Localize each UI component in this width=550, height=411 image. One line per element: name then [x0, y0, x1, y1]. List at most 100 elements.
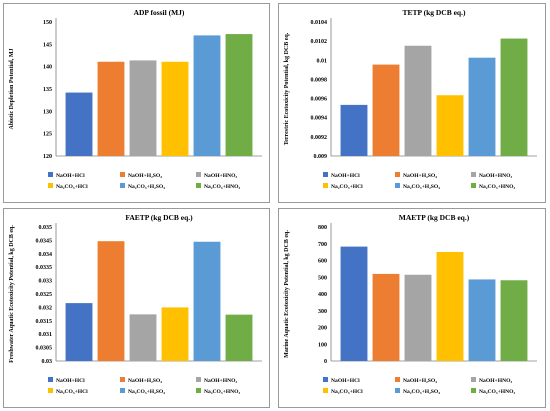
- legend-swatch: [48, 183, 53, 188]
- faetp-chart-panel: FAETP (kg DCB eq.) Freshwater Aquatic Eco…: [3, 208, 270, 408]
- legend-swatch: [48, 388, 53, 393]
- legend-item: NaOH+H₂SO₄: [120, 377, 162, 384]
- legend-item: NaOH+HNO₃: [471, 377, 512, 384]
- bar: [500, 38, 528, 156]
- bar: [372, 273, 400, 361]
- y-tick-label: 0.035: [39, 225, 53, 231]
- legend-label: Na₂CO₃+HNO₃: [479, 389, 516, 395]
- y-axis-label: Marine Aquatic Ecotoxicity Potential, kg…: [284, 230, 290, 358]
- legend-swatch: [323, 172, 328, 177]
- bar: [97, 61, 125, 156]
- legend-swatch: [471, 172, 476, 177]
- legend-label: Na₂CO₃+H₂SO₄: [128, 184, 165, 190]
- bar: [161, 307, 189, 361]
- legend-swatch: [323, 377, 328, 382]
- legend-label: NaOH+HNO₃: [479, 378, 512, 384]
- legend-label: NaOH+H₂SO₄: [403, 173, 437, 179]
- chart-svg: FAETP (kg DCB eq.) Freshwater Aquatic Eco…: [9, 213, 262, 395]
- bar: [161, 61, 189, 156]
- y-tick-label: 100: [318, 342, 327, 348]
- bar: [372, 64, 400, 156]
- legend-item: Na₂CO₃+HCl: [323, 388, 363, 395]
- bar: [193, 241, 221, 361]
- legend-swatch: [120, 183, 125, 188]
- y-tick-label: 145: [43, 42, 52, 48]
- y-axis-label: Abiotic Depletion Potential, MJ: [9, 49, 15, 130]
- legend-item: NaOH+HNO₃: [196, 377, 237, 384]
- y-tick-label: 125: [43, 132, 52, 138]
- legend-label: NaOH+HCl: [331, 378, 360, 384]
- bar: [225, 314, 253, 361]
- legend-swatch: [323, 183, 328, 188]
- legend-swatch: [395, 388, 400, 393]
- legend-label: NaOH+HNO₃: [204, 378, 237, 384]
- chart-title: ADP fossil (MJ): [134, 8, 185, 17]
- legend-swatch: [395, 172, 400, 177]
- legend-label: Na₂CO₃+HCl: [331, 389, 363, 395]
- y-tick-label: 300: [318, 309, 327, 315]
- legend-item: NaOH+HCl: [323, 377, 360, 384]
- legend-item: Na₂CO₃+H₂SO₄: [395, 183, 440, 190]
- y-tick-label: 200: [318, 326, 327, 332]
- maetp-chart-panel: MAETP (kg DCB eq.) Marine Aquatic Ecotoxi…: [278, 208, 546, 408]
- bar: [404, 45, 432, 156]
- chart-svg: MAETP (kg DCB eq.) Marine Aquatic Ecotoxi…: [284, 213, 537, 395]
- legend-item: NaOH+H₂SO₄: [395, 172, 437, 179]
- bar: [340, 246, 368, 361]
- legend-item: Na₂CO₃+HCl: [48, 183, 88, 190]
- bar: [436, 95, 464, 156]
- tetp-chart-panel: TETP (kg DCB eq.) Terrestric Ecotoxicity …: [278, 3, 546, 203]
- bar: [65, 303, 93, 361]
- bar: [65, 92, 93, 156]
- y-tick-label: 0.034: [39, 252, 53, 258]
- legend-swatch: [196, 183, 201, 188]
- legend-label: Na₂CO₃+H₂SO₄: [128, 389, 165, 395]
- bar: [468, 57, 496, 156]
- legend-item: NaOH+HCl: [48, 172, 85, 179]
- y-tick-label: 0.0325: [36, 292, 53, 298]
- y-tick-label: 0.0094: [311, 116, 328, 122]
- legend-label: NaOH+HCl: [56, 378, 85, 384]
- bar: [340, 104, 368, 156]
- bar: [97, 241, 125, 361]
- bar: [193, 35, 221, 156]
- legend-item: Na₂CO₃+H₂SO₄: [120, 388, 165, 395]
- legend-swatch: [120, 388, 125, 393]
- legend-item: Na₂CO₃+H₂SO₄: [120, 183, 165, 190]
- legend-label: Na₂CO₃+HCl: [56, 389, 88, 395]
- y-axis-label: Terrestric Ecotoxicity Potential, kg DCB…: [284, 32, 290, 145]
- bar: [129, 60, 157, 157]
- bar: [404, 274, 432, 361]
- legend-item: NaOH+HNO₃: [196, 172, 237, 179]
- y-tick-label: 0.032: [39, 305, 53, 311]
- legend-swatch: [120, 172, 125, 177]
- y-tick-label: 0.009: [314, 154, 328, 160]
- legend-label: Na₂CO₃+H₂SO₄: [403, 184, 440, 190]
- legend-item: Na₂CO₃+HNO₃: [471, 388, 516, 395]
- y-tick-label: 0.03: [42, 359, 53, 365]
- legend-item: Na₂CO₃+HNO₃: [196, 183, 241, 190]
- legend-swatch: [471, 183, 476, 188]
- y-tick-label: 600: [318, 259, 327, 265]
- y-tick-label: 0.0092: [311, 135, 328, 141]
- adp-chart-panel: ADP fossil (MJ) Abiotic Depletion Potenti…: [3, 3, 270, 203]
- chart-title: FAETP (kg DCB eq.): [125, 213, 193, 222]
- legend-label: Na₂CO₃+HNO₃: [204, 184, 241, 190]
- legend-label: NaOH+H₂SO₄: [403, 378, 437, 384]
- y-tick-label: 700: [318, 242, 327, 248]
- y-tick-label: 500: [318, 275, 327, 281]
- y-tick-label: 0.0315: [36, 319, 53, 325]
- legend-item: Na₂CO₃+HNO₃: [471, 183, 516, 190]
- legend-swatch: [323, 388, 328, 393]
- legend-item: Na₂CO₃+HCl: [323, 183, 363, 190]
- legend-item: NaOH+H₂SO₄: [120, 172, 162, 179]
- y-tick-label: 0.0305: [36, 346, 53, 352]
- legend-swatch: [471, 377, 476, 382]
- y-axis-label: Freshwater Aquatic Ecotoxicity Potential…: [9, 225, 15, 363]
- legend-swatch: [48, 377, 53, 382]
- legend-item: Na₂CO₃+H₂SO₄: [395, 388, 440, 395]
- y-tick-label: 400: [318, 292, 327, 298]
- y-tick-label: 130: [43, 109, 52, 115]
- y-tick-label: 0.0335: [36, 265, 53, 271]
- legend-label: Na₂CO₃+H₂SO₄: [403, 389, 440, 395]
